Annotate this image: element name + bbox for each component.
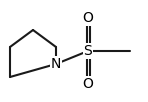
Text: S: S bbox=[84, 44, 92, 58]
Text: O: O bbox=[83, 77, 93, 91]
Text: N: N bbox=[51, 57, 61, 71]
Text: O: O bbox=[83, 11, 93, 25]
